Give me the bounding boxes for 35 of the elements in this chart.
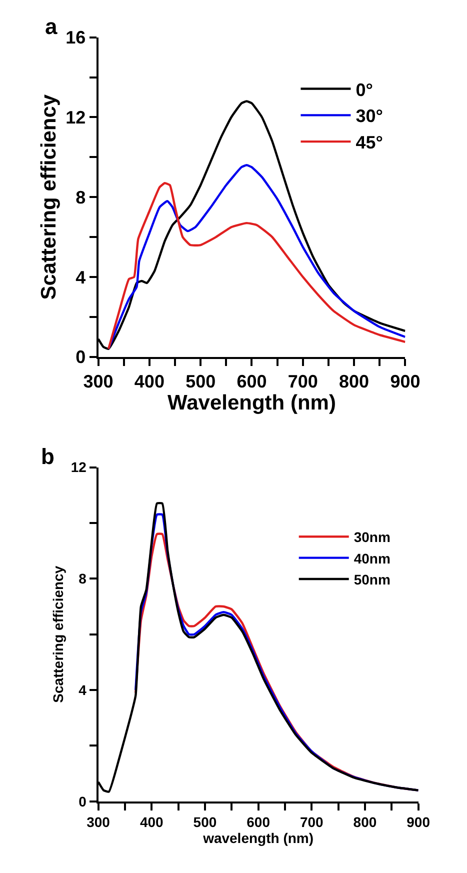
x-tick-label: 500: [193, 814, 217, 830]
legend-label: 0°: [356, 80, 373, 100]
y-axis-title: Scattering efficiency: [37, 94, 60, 300]
legend-label: 30nm: [354, 529, 390, 546]
y-tick-label: 12: [66, 108, 86, 128]
legend-label: 50nm: [354, 571, 390, 588]
x-tick-label: 900: [406, 814, 430, 830]
y-tick-label: 4: [78, 682, 87, 698]
y-tick-label: 8: [76, 187, 86, 208]
x-axis-title: wavelength (nm): [202, 830, 314, 846]
y-tick-label: 8: [78, 570, 87, 587]
x-tick-label: 300: [86, 814, 110, 830]
y-tick-label: 16: [66, 28, 86, 48]
legend-label: 30°: [356, 106, 383, 126]
x-tick-label: 900: [390, 371, 420, 392]
x-tick-label: 300: [83, 371, 114, 392]
x-tick-label: 800: [353, 814, 377, 830]
x-tick-label: 600: [246, 814, 270, 830]
y-tick-label: 0: [76, 347, 86, 368]
y-axis-title: Scattering efficiency: [50, 566, 66, 703]
x-tick-label: 400: [134, 371, 164, 392]
legend-label: 45°: [356, 132, 383, 153]
legend-label: 40nm: [354, 550, 390, 566]
y-tick-label: 0: [78, 793, 87, 810]
x-tick-label: 500: [186, 371, 216, 392]
chart-title: a: [45, 14, 58, 39]
chart-title: b: [41, 444, 54, 469]
x-tick-label: 800: [339, 371, 370, 392]
y-tick-label: 4: [76, 267, 86, 288]
x-axis-title: Wavelength (nm): [168, 391, 336, 414]
x-tick-label: 700: [288, 371, 318, 392]
x-tick-label: 600: [236, 371, 267, 392]
y-tick-label: 12: [70, 459, 87, 476]
x-tick-label: 400: [140, 814, 164, 830]
x-tick-label: 700: [300, 814, 324, 830]
